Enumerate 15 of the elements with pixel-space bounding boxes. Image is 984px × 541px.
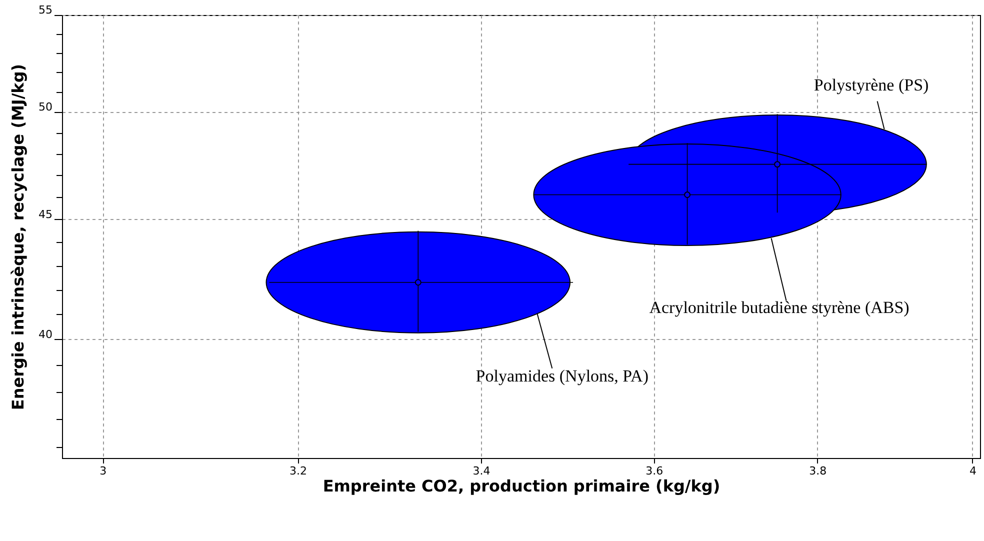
x-tick-label: 3	[100, 464, 107, 478]
x-axis-title: Empreinte CO2, production primaire (kg/kg)	[322, 476, 720, 496]
annotation: Polyamides (Nylons, PA)	[476, 366, 648, 386]
y-tick-label: 45	[38, 208, 52, 221]
annotation: Polystyrène (PS)	[814, 75, 929, 94]
annotation: Acrylonitrile butadiène styrène (ABS)	[649, 298, 910, 317]
y-tick-label: 55	[38, 4, 52, 16]
x-tick-label: 3.8	[809, 464, 827, 478]
y-axis-title: Energie intrinsèque, recyclage (MJ/kg)	[8, 64, 28, 410]
x-tick-label: 3.4	[472, 464, 490, 478]
x-tick-label: 4	[969, 464, 976, 478]
y-tick-label: 50	[38, 100, 52, 114]
x-tick-label: 3.6	[646, 464, 664, 478]
x-tick-label: 3.2	[289, 464, 307, 478]
y-tick-label: 40	[38, 328, 52, 341]
